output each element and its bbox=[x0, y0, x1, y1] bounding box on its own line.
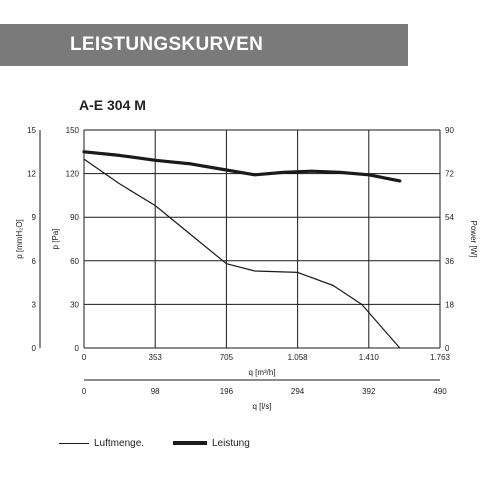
tick-label-mmh2o: 6 bbox=[32, 257, 37, 266]
tick-label-power: 90 bbox=[445, 126, 454, 135]
tick-label-ls: 490 bbox=[433, 387, 447, 396]
axis-label-pa: p [Pa] bbox=[51, 229, 60, 250]
axis-label-power: Power [W] bbox=[469, 221, 478, 258]
tick-label-pa: 0 bbox=[75, 344, 80, 353]
tick-label-m3h: 705 bbox=[220, 353, 234, 362]
axis-label-m3h: q [m³/h] bbox=[248, 368, 275, 377]
tick-label-pa: 30 bbox=[70, 300, 79, 309]
tick-label-power: 0 bbox=[445, 344, 450, 353]
tick-label-ls: 294 bbox=[291, 387, 305, 396]
tick-label-mmh2o: 3 bbox=[32, 300, 37, 309]
chart-title: A-E 304 M bbox=[79, 97, 146, 113]
tick-label-m3h: 353 bbox=[149, 353, 163, 362]
axis-label-mmh2o: p [mmH₂O] bbox=[15, 219, 24, 259]
tick-label-m3h: 1.763 bbox=[430, 353, 451, 362]
legend-luftmenge-label: Luftmenge. bbox=[94, 438, 145, 449]
banner-title: LEISTUNGSKURVEN bbox=[70, 34, 264, 55]
tick-label-m3h: 1.410 bbox=[359, 353, 380, 362]
series-line-luftmenge bbox=[83, 158, 401, 349]
tick-label-power: 72 bbox=[445, 170, 454, 179]
tick-label-m3h: 1.058 bbox=[288, 353, 309, 362]
tick-label-pa: 150 bbox=[66, 126, 80, 135]
tick-label-ls: 392 bbox=[362, 387, 376, 396]
tick-label-ls: 0 bbox=[82, 387, 87, 396]
tick-label-power: 54 bbox=[445, 213, 454, 222]
axis-label-ls: q [l/s] bbox=[252, 402, 271, 411]
legend-leistung-label: Leistung bbox=[212, 438, 250, 449]
legend-thin-line-swatch bbox=[59, 442, 89, 444]
tick-label-m3h: 0 bbox=[82, 353, 87, 362]
tick-label-mmh2o: 15 bbox=[27, 126, 36, 135]
tick-label-mmh2o: 0 bbox=[32, 344, 37, 353]
legend-luftmenge: Luftmenge. bbox=[59, 438, 144, 449]
tick-label-mmh2o: 12 bbox=[27, 170, 36, 179]
tick-label-power: 18 bbox=[445, 300, 454, 309]
banner: LEISTUNGSKURVEN bbox=[0, 24, 408, 66]
series-line-leistung bbox=[82, 150, 402, 183]
tick-label-pa: 90 bbox=[70, 213, 79, 222]
tick-label-pa: 60 bbox=[70, 257, 79, 266]
tick-label-power: 36 bbox=[445, 257, 454, 266]
legend-thick-line-swatch bbox=[173, 441, 207, 446]
tick-label-mmh2o: 9 bbox=[32, 213, 37, 222]
tick-label-ls: 196 bbox=[220, 387, 234, 396]
legend-leistung: Leistung bbox=[173, 438, 250, 449]
tick-label-ls: 98 bbox=[151, 387, 160, 396]
tick-label-pa: 120 bbox=[66, 170, 80, 179]
